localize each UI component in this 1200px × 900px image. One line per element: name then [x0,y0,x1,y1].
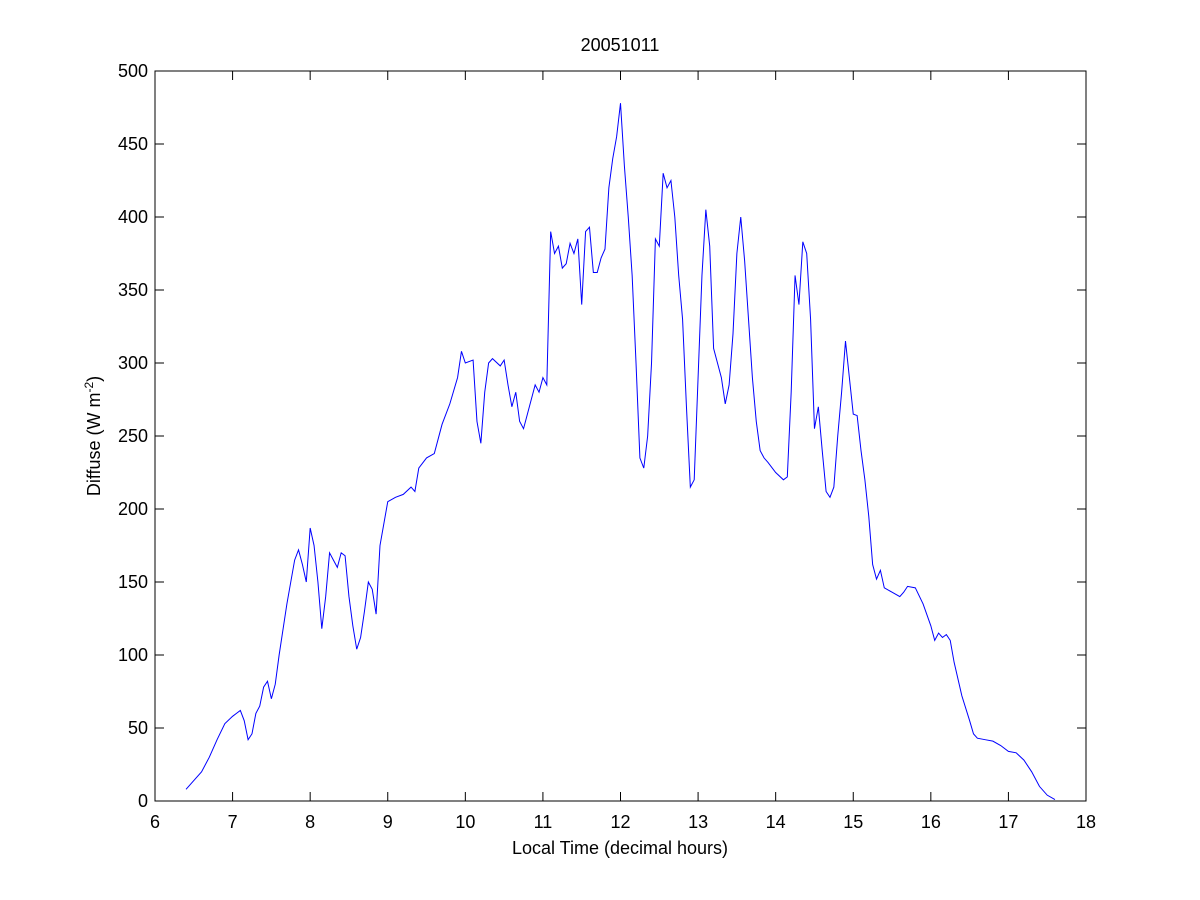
x-tick-label: 6 [150,812,160,832]
x-tick-label: 17 [998,812,1018,832]
x-tick-label: 13 [688,812,708,832]
y-tick-label: 300 [118,353,148,373]
y-tick-label: 350 [118,280,148,300]
x-tick-label: 16 [921,812,941,832]
y-label-sup: -2 [82,381,96,392]
y-tick-label: 200 [118,499,148,519]
y-axis-label: Diffuse (W m-2) [82,376,104,496]
y-tick-label: 100 [118,645,148,665]
chart-title: 20051011 [581,35,660,55]
y-tick-label: 150 [118,572,148,592]
x-axis-label: Local Time (decimal hours) [512,838,728,858]
x-tick-label: 15 [843,812,863,832]
x-tick-label: 14 [766,812,786,832]
y-tick-label: 450 [118,134,148,154]
y-tick-label: 250 [118,426,148,446]
y-tick-label: 500 [118,61,148,81]
x-tick-label: 7 [228,812,238,832]
y-label-main: Diffuse (W m [84,392,104,496]
x-tick-label: 8 [305,812,315,832]
x-tick-label: 12 [610,812,630,832]
y-tick-label: 50 [128,718,148,738]
y-tick-label: 0 [138,791,148,811]
x-tick-label: 9 [383,812,393,832]
x-tick-label: 10 [455,812,475,832]
y-tick-label: 400 [118,207,148,227]
x-tick-label: 11 [534,812,553,832]
x-tick-label: 18 [1076,812,1096,832]
y-label-end: ) [84,376,104,382]
data-line [185,103,1056,800]
